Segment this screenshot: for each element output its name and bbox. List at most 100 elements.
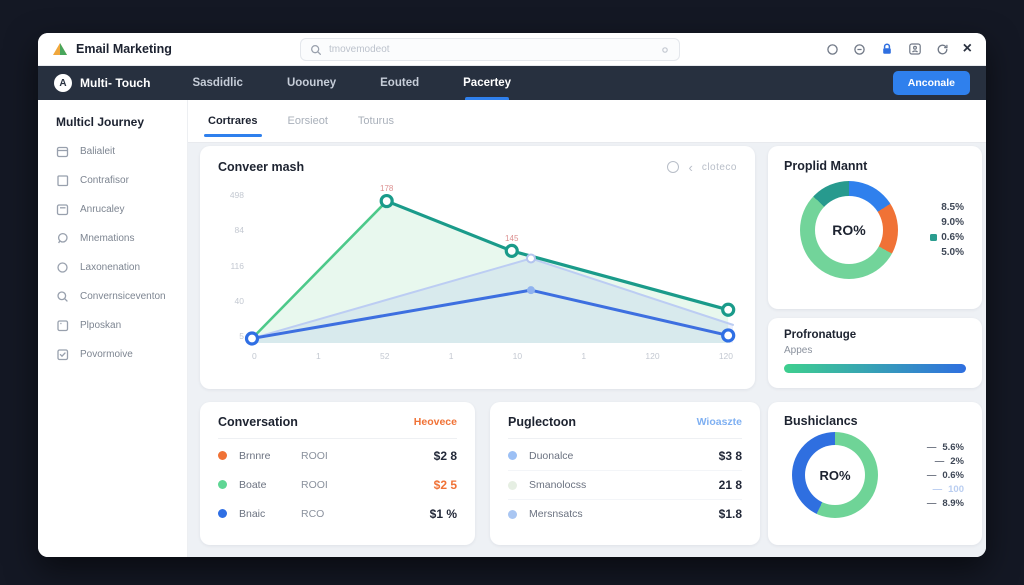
topbar: Email Marketing: [38, 33, 986, 66]
nav-item-2[interactable]: Eouted: [380, 77, 420, 89]
refresh-icon[interactable]: [936, 43, 949, 56]
sidebar-item-1[interactable]: Contrafisor: [56, 174, 187, 187]
projection-link[interactable]: Wioaszte: [696, 416, 742, 428]
progress-bar: [784, 364, 966, 373]
sidebar-item-4[interactable]: Laxonenation: [56, 261, 187, 274]
search-input[interactable]: [329, 44, 653, 55]
lock-icon[interactable]: [880, 42, 894, 56]
series-dot: [218, 480, 227, 489]
tab-1[interactable]: Eorsieot: [287, 115, 328, 127]
circle-icon: [57, 262, 68, 273]
conversation-link[interactable]: Heovece: [413, 416, 457, 428]
progress-subtitle: Appes: [784, 345, 813, 356]
series-dot: [218, 509, 227, 518]
conversation-card: Conversation Heovece Brnnre ROOI $2 8 Bo…: [200, 402, 475, 545]
projection-title: Puglectoon: [508, 415, 577, 429]
content: Multicl Journey Balialeit Contrafisor An…: [38, 100, 986, 557]
balance-body: RO% —5.6% —2% —0.6% —100 —8.9%: [784, 432, 966, 518]
roi-donut-chart: RO%: [800, 181, 898, 279]
projection-card: Puglectoon Wioaszte Duonalce $3 8 Smanol…: [490, 402, 760, 545]
table-row: Smanolocss 21 8: [508, 470, 742, 499]
balance-legend: —5.6% —2% —0.6% —100 —8.9%: [927, 442, 966, 509]
check-square-icon: [57, 349, 69, 361]
projection-header: Puglectoon Wioaszte: [508, 415, 742, 429]
main-area: Cortrares Eorsieot Toturus Conveer mash …: [188, 100, 986, 557]
legend-item: 8.5%: [941, 202, 964, 213]
nav-item-3-active[interactable]: Pacertey: [463, 66, 511, 100]
sidebar-item-3[interactable]: Mnemations: [56, 232, 187, 245]
search-option-icon[interactable]: [660, 45, 670, 55]
chart-pager-label: cloteco: [701, 161, 737, 173]
roi-card: Proplid Mannt RO% 8.5% 9.0% 0.6% 5.0%: [768, 146, 982, 309]
file-icon: [57, 320, 69, 332]
panel-icon: [56, 204, 69, 216]
table-row: Mersnsatcs $1.8: [508, 499, 742, 528]
app-window: Email Marketing: [38, 33, 986, 557]
tabs-band: Cortrares Eorsieot Toturus: [188, 100, 986, 143]
series-dot: [508, 509, 517, 519]
app-title: Email Marketing: [76, 42, 172, 56]
legend-item: —0.6%: [926, 469, 964, 481]
sidebar-item-0[interactable]: Balialeit: [56, 145, 187, 158]
sidebar-item-7[interactable]: Povormoive: [56, 348, 187, 361]
legend-item: 5.0%: [941, 247, 964, 258]
conversation-header: Conversation Heovece: [218, 415, 457, 429]
legend-item: —5.6%: [926, 441, 964, 453]
progress-card: Profronatuge Appes: [768, 318, 982, 388]
roi-donut-center-label: RO%: [815, 196, 883, 264]
balance-title: Bushiclancs: [784, 414, 858, 428]
line-chart-plot: 178 145: [244, 184, 736, 346]
brand-label: Multi- Touch: [80, 76, 151, 90]
svg-text:178: 178: [380, 184, 394, 193]
nav-item-0[interactable]: Sasdidlic: [192, 77, 243, 89]
sidebar-item-5[interactable]: Convernsiceventon: [56, 290, 187, 303]
sidebar: Multicl Journey Balialeit Contrafisor An…: [38, 100, 188, 557]
square-icon: [57, 175, 69, 187]
close-icon[interactable]: ×: [962, 40, 972, 57]
chart-title: Conveer mash: [218, 160, 305, 174]
roi-legend: 8.5% 9.0% 0.6% 5.0%: [930, 202, 966, 258]
divider: [508, 438, 742, 439]
legend-item: —2%: [934, 455, 964, 467]
sidebar-item-2[interactable]: Anrucaley: [56, 203, 187, 216]
roi-card-title: Proplid Mannt: [784, 159, 868, 173]
legend-dash: —: [934, 455, 945, 467]
balance-card: Bushiclancs RO% —5.6% —2% —0.6% —100 —8.…: [768, 402, 982, 545]
tab-circle-icon[interactable]: [826, 43, 839, 56]
conversation-title: Conversation: [218, 415, 298, 429]
table-row: Brnnre ROOI $2 8: [218, 441, 457, 470]
legend-item: 0.6%: [930, 232, 964, 243]
table-row: Boate ROOI $2 5: [218, 470, 457, 499]
line-chart-card: Conveer mash ‹ cloteco 498 84 116 40 5: [200, 146, 755, 389]
sidebar-item-6[interactable]: Plposkan: [56, 319, 187, 332]
calendar-icon: [56, 146, 69, 158]
chart-area: 498 84 116 40 5 178 145 0 1 52 1 10: [218, 176, 737, 365]
tab-0-active[interactable]: Cortrares: [204, 100, 262, 142]
table-row: Duonalce $3 8: [508, 441, 742, 470]
chat-icon: [57, 232, 68, 244]
magnifier-icon: [57, 291, 68, 302]
chart-controls: ‹ cloteco: [667, 161, 737, 174]
progress-title: Profronatuge: [784, 329, 857, 341]
table-row: Bnaic RCO $1 %: [218, 499, 457, 528]
sidebar-heading: Multicl Journey: [56, 115, 145, 129]
nav-item-1[interactable]: Uoouney: [286, 77, 337, 89]
search-icon: [311, 44, 321, 55]
navbar: A Multi- Touch Sasdidlic Uoouney Eouted …: [38, 66, 986, 100]
block-icon[interactable]: [853, 43, 866, 56]
series-dot: [508, 451, 517, 460]
legend-item: 9.0%: [941, 217, 964, 228]
tab-2[interactable]: Toturus: [357, 115, 394, 127]
primary-action-button[interactable]: Anconale: [892, 71, 970, 95]
legend-dash: —: [926, 497, 937, 509]
y-axis-ticks: 498 84 116 40 5: [229, 190, 244, 341]
chevron-left-icon[interactable]: ‹: [688, 159, 693, 175]
line-chart-svg: 178 145: [244, 184, 736, 346]
brand-avatar: A: [54, 74, 72, 92]
legend-dash: —: [926, 469, 937, 481]
chart-option-icon[interactable]: [667, 161, 680, 173]
x-axis-ticks: 0 1 52 1 10 1 120 120: [252, 351, 733, 361]
search-bar[interactable]: [300, 38, 680, 61]
profile-square-icon[interactable]: [908, 42, 922, 56]
nav-items: Sasdidlic Uoouney Eouted Pacertey: [192, 66, 511, 100]
